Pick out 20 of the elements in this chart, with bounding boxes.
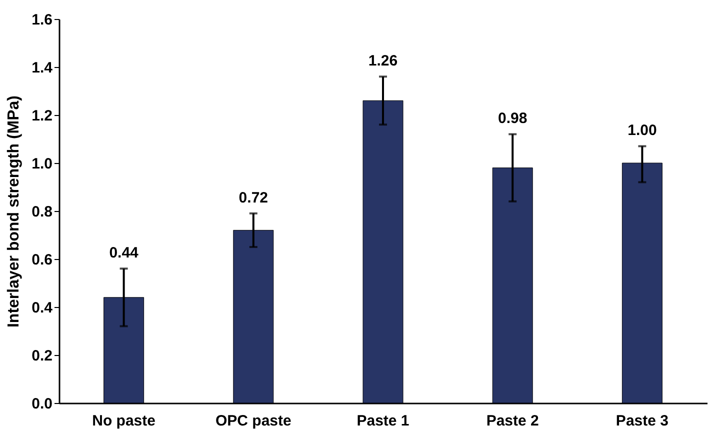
x-tick-label: OPC paste	[215, 412, 292, 430]
data-label: 1.00	[628, 122, 657, 140]
y-tick-label: 1.0	[32, 156, 52, 172]
y-tick-label: 0.8	[32, 204, 52, 220]
data-label: 1.26	[368, 52, 398, 70]
y-tick-label: 0.0	[32, 396, 52, 412]
y-axis-title: Interlayer bond strength (MPa)	[6, 95, 23, 328]
data-label: 0.72	[238, 189, 268, 206]
y-tick-label: 1.2	[32, 108, 52, 124]
y-tick-label: 0.4	[32, 300, 54, 316]
x-tick-label: Paste 3	[616, 412, 668, 430]
data-label: 0.44	[109, 244, 140, 262]
x-tick-label: Paste 1	[356, 412, 410, 430]
x-tick-label: No paste	[92, 412, 156, 430]
y-tick-label: 0.2	[32, 348, 52, 364]
data-label: 0.98	[498, 110, 528, 128]
x-tick-label: Paste 2	[486, 412, 539, 430]
y-tick-label: 0.6	[32, 252, 52, 268]
y-tick-label: 1.6	[32, 12, 52, 28]
y-tick-label: 1.4	[32, 60, 54, 76]
